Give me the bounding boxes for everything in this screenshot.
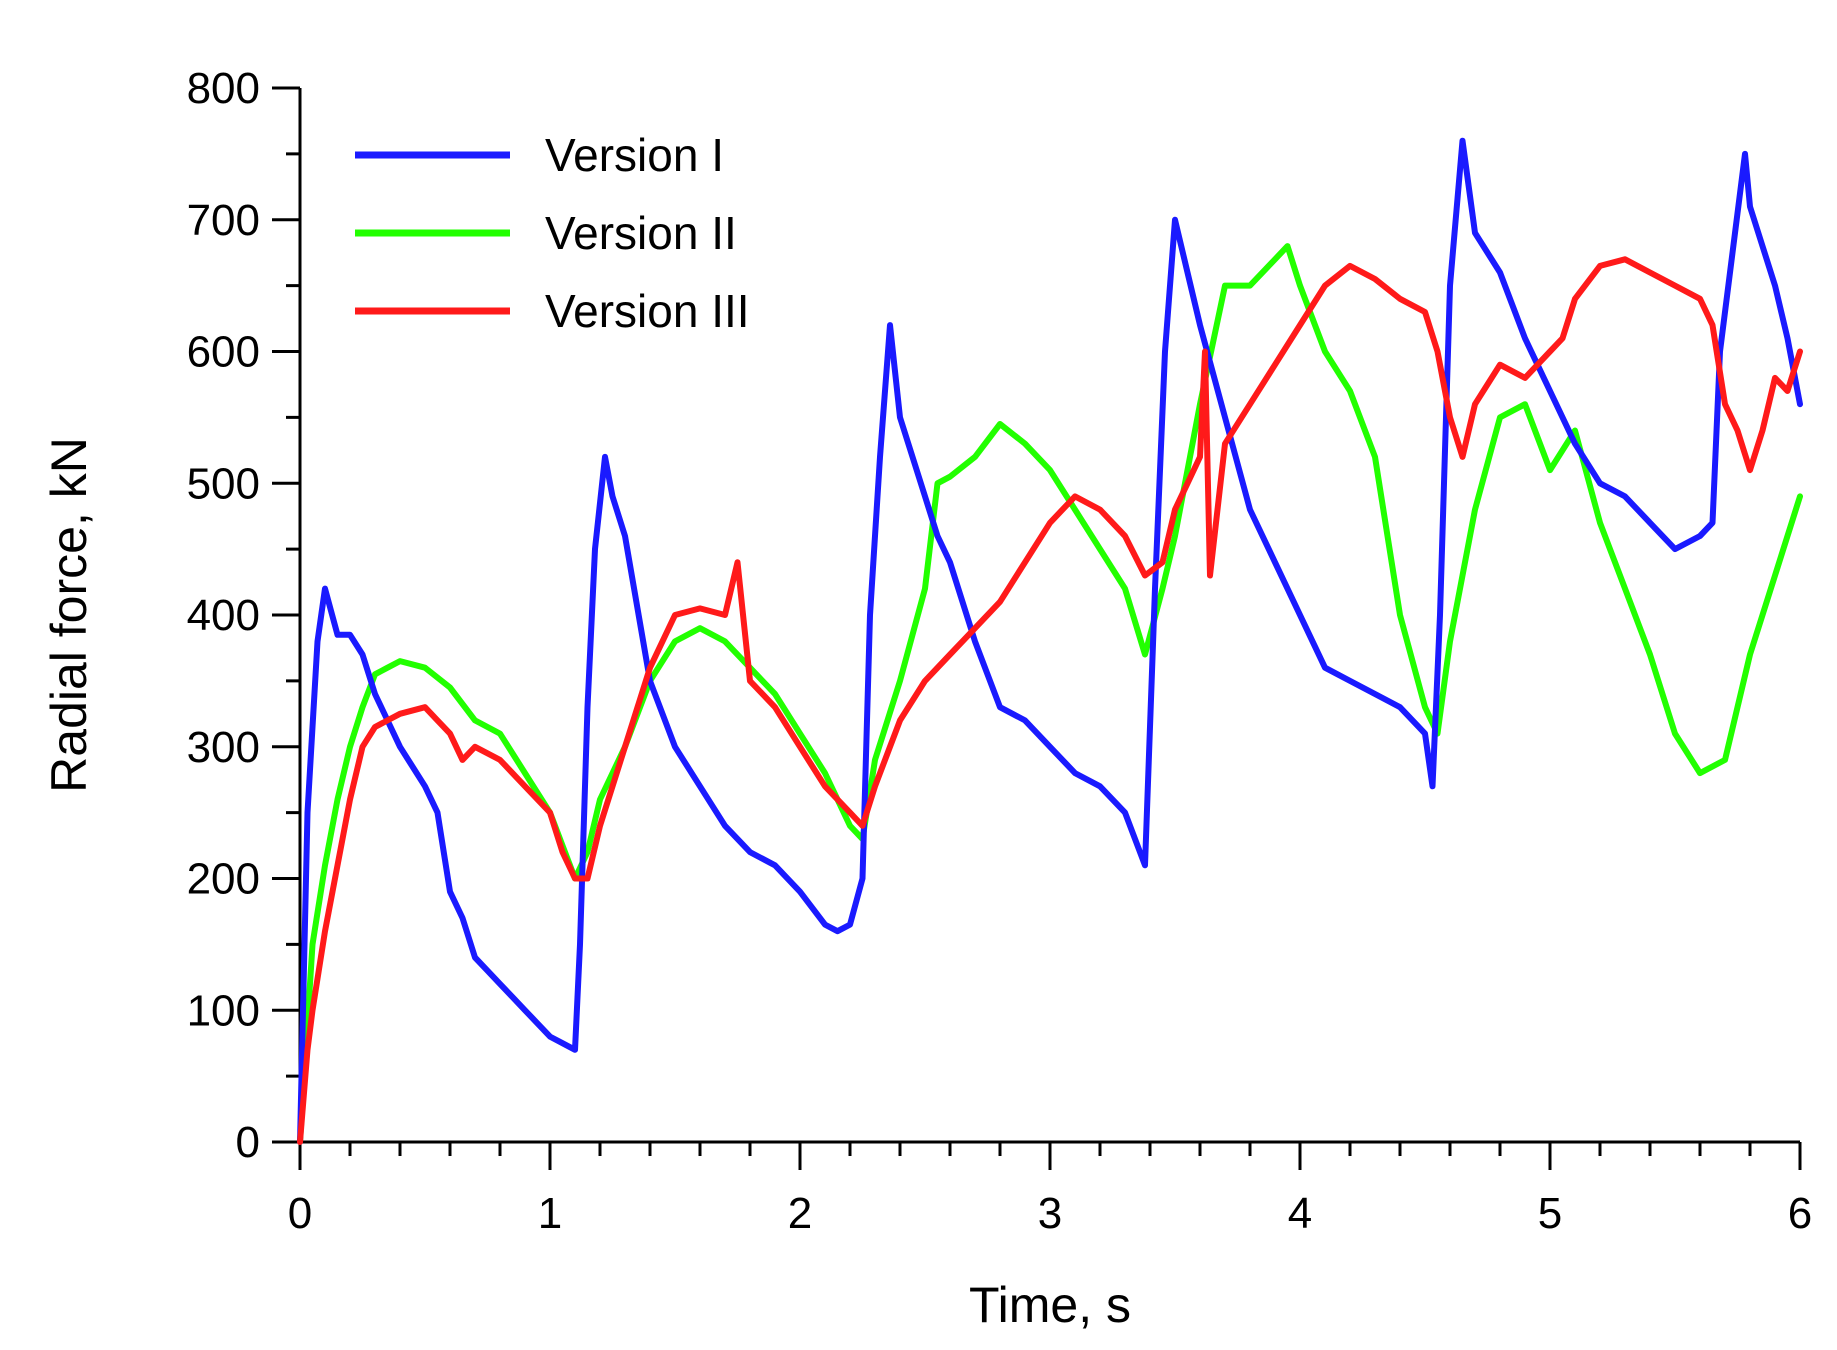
y-tick-label: 0	[236, 1118, 260, 1167]
version-i-line	[297, 137, 1803, 1145]
x-tick-label: 4	[1288, 1189, 1312, 1238]
y-tick-label: 100	[187, 986, 260, 1035]
y-tick-label: 600	[187, 328, 260, 377]
y-tick-label: 300	[187, 723, 260, 772]
legend-version-iii-label: Version III	[545, 285, 750, 337]
x-tick-label: 2	[788, 1189, 812, 1238]
x-tick-label: 6	[1788, 1189, 1812, 1238]
y-tick-label: 200	[187, 855, 260, 904]
y-axis-title: Radial force, kN	[41, 437, 97, 793]
x-tick-label: 1	[538, 1189, 562, 1238]
x-tick-label: 5	[1538, 1189, 1562, 1238]
version-ii-line	[297, 243, 1803, 1145]
y-tick-label: 400	[187, 591, 260, 640]
version-iii-line	[297, 256, 1803, 1145]
x-tick-label: 3	[1038, 1189, 1062, 1238]
x-axis-title: Time, s	[969, 1277, 1131, 1333]
y-tick-label: 500	[187, 459, 260, 508]
x-tick-label: 0	[288, 1189, 312, 1238]
y-tick-label: 800	[187, 64, 260, 113]
legend-version-ii-label: Version II	[545, 207, 737, 259]
legend: Version I Version II Version III	[355, 129, 750, 337]
axes: 0 1 2 3 4 5 6 0 100 200 300 400 500 600 700 800	[187, 64, 1813, 1238]
legend-version-i-label: Version I	[545, 129, 724, 181]
plot-lines	[297, 137, 1803, 1145]
y-tick-label: 700	[187, 196, 260, 245]
